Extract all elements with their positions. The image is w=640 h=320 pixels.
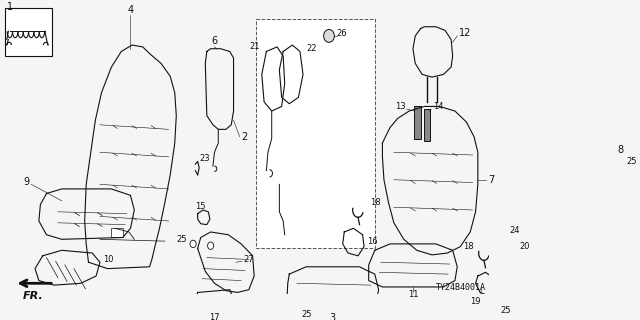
Text: 25: 25: [500, 306, 511, 315]
Text: 25: 25: [627, 157, 637, 166]
Text: 19: 19: [470, 297, 481, 306]
Text: 15: 15: [195, 202, 206, 211]
Text: 25: 25: [301, 310, 312, 319]
Text: 12: 12: [459, 28, 471, 38]
Bar: [4, 8, 52, 56]
Text: 11: 11: [408, 290, 418, 299]
Bar: [415, 107, 420, 139]
Circle shape: [294, 311, 300, 318]
Text: TY24B4001A: TY24B4001A: [435, 284, 486, 292]
Text: 8: 8: [618, 145, 624, 155]
Circle shape: [324, 29, 334, 42]
Text: 21: 21: [250, 42, 260, 52]
Text: 17: 17: [209, 313, 220, 320]
Text: 14: 14: [433, 102, 444, 111]
Text: 22: 22: [306, 44, 317, 53]
Text: 10: 10: [103, 255, 113, 264]
Text: 7: 7: [488, 175, 494, 185]
Bar: [558, 85, 575, 96]
Bar: [524, 21, 614, 276]
Text: 20: 20: [520, 242, 531, 251]
Text: 24: 24: [509, 226, 520, 235]
Text: 18: 18: [370, 198, 381, 207]
Text: 26: 26: [337, 29, 348, 38]
Bar: [424, 109, 429, 141]
Bar: [555, 52, 578, 65]
Bar: [257, 20, 375, 248]
Circle shape: [190, 240, 196, 248]
Text: 4: 4: [127, 5, 134, 15]
Circle shape: [492, 307, 499, 315]
Text: 25: 25: [177, 235, 187, 244]
Circle shape: [617, 157, 625, 166]
Bar: [111, 228, 123, 237]
Text: 1: 1: [7, 2, 13, 12]
Text: 13: 13: [395, 102, 405, 111]
Text: 6: 6: [211, 36, 218, 46]
Bar: [558, 70, 575, 81]
Text: 2: 2: [241, 132, 248, 142]
Text: 27: 27: [243, 255, 254, 264]
Text: 16: 16: [367, 237, 378, 246]
Text: 23: 23: [199, 154, 210, 163]
Text: 3: 3: [330, 313, 336, 320]
Text: 9: 9: [24, 178, 29, 188]
Circle shape: [207, 242, 214, 249]
Text: 18: 18: [463, 242, 474, 251]
Text: FR.: FR.: [22, 291, 43, 300]
